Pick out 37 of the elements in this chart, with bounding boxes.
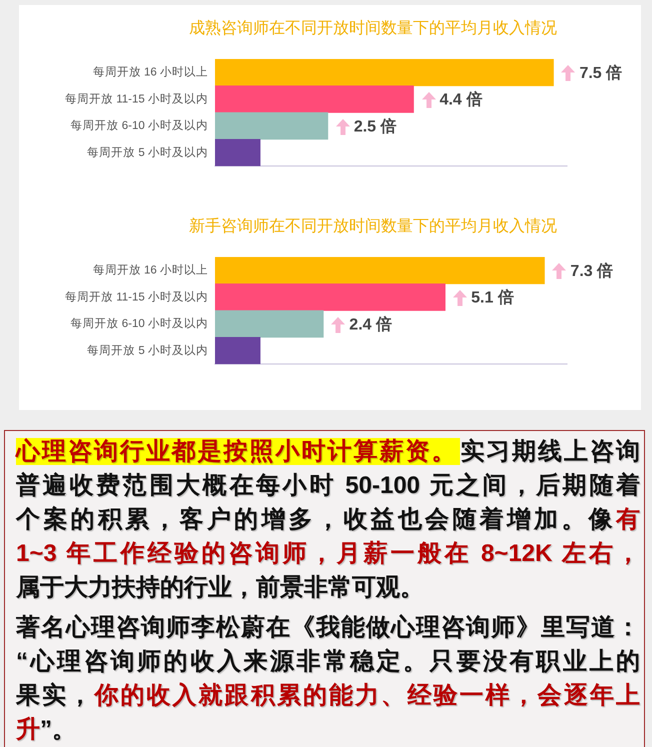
text: 著名心理咨询师李松蔚在《我能做心理咨询师》里写道： — [16, 614, 640, 641]
bar — [215, 138, 260, 166]
text: 果实， — [16, 682, 94, 709]
text: 普遍收费范围大概在每小时 50-100 元之间，后期随着 — [16, 472, 640, 499]
data-label: 5.1 倍 — [471, 288, 514, 307]
text: 1~3 年工作经验的咨询师，月薪一般在 8~12K 左右， — [16, 540, 640, 567]
bar — [215, 283, 446, 311]
text: 有 — [616, 506, 640, 533]
bar — [215, 112, 328, 140]
y-tick-label: 每周开放 11-15 小时及以内 — [65, 92, 208, 106]
bar — [215, 257, 545, 284]
data-label: 7.5 倍 — [579, 64, 622, 82]
y-tick-label: 每周开放 6-10 小时及以内 — [70, 119, 208, 132]
chart-title: 成熟咨询师在不同开放时间数量下的平均月收入情况 — [188, 19, 558, 39]
bar — [215, 85, 414, 113]
bar — [215, 336, 260, 364]
bar — [215, 59, 554, 86]
bar — [215, 310, 324, 338]
text: 心理咨询行业都是按照小时计算薪资。 — [16, 438, 460, 465]
y-tick-label: 每周开放 5 小时及以内 — [87, 344, 208, 357]
chart-title: 新手咨询师在不同开放时间数量下的平均月收入情况 — [188, 217, 558, 237]
text: 你的收入就跟积累的能力、经验一样，会逐年上 — [94, 682, 640, 709]
y-tick-label: 每周开放 16 小时以上 — [92, 66, 208, 79]
text: ”。 — [40, 716, 76, 743]
y-tick-label: 每周开放 11-15 小时及以内 — [65, 290, 208, 304]
data-label: 2.4 倍 — [349, 315, 392, 334]
data-label: 2.5 倍 — [354, 117, 397, 136]
y-tick-label: 每周开放 16 小时以上 — [92, 264, 208, 277]
data-label: 7.3 倍 — [570, 262, 614, 280]
data-label: 4.4 倍 — [440, 90, 482, 109]
text: “心理咨询师的收入来源非常稳定。只要没有职业上的 — [16, 648, 640, 675]
text: 实习期线上咨询 — [460, 438, 640, 465]
y-tick-label: 每周开放 6-10 小时及以内 — [70, 317, 208, 330]
text: 个案的积累，客户的增多，收益也会随着增加。像 — [16, 506, 616, 533]
text: 属于大力扶持的行业，前景非常可观。 — [16, 574, 424, 601]
y-tick-label: 每周开放 5 小时及以内 — [87, 146, 208, 159]
text: 升 — [16, 716, 40, 743]
